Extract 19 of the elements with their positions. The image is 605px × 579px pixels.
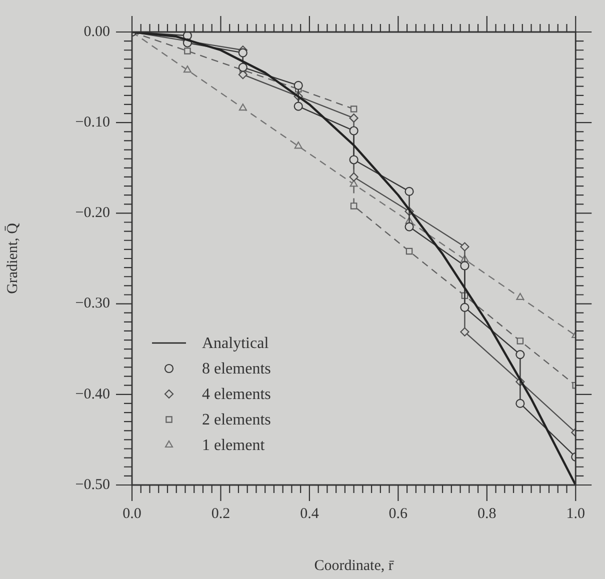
legend-label: 1 element	[202, 437, 266, 454]
y-tick-label: −0.30	[75, 296, 110, 312]
legend-label: 4 elements	[202, 386, 271, 404]
y-tick-label: −0.50	[75, 476, 110, 493]
x-tick-label: 0.2	[211, 506, 230, 522]
y-tick-label: −0.40	[75, 386, 110, 402]
y-axis-title: Gradient, Q̄	[4, 222, 21, 294]
y-tick-label: −0.10	[75, 114, 110, 131]
legend-label: 8 elements	[202, 360, 271, 378]
x-tick-label: 0.4	[300, 506, 320, 522]
x-tick-label: 0.6	[388, 506, 408, 522]
legend-label: Analytical	[202, 335, 270, 352]
y-tick-label: −0.20	[75, 205, 110, 222]
x-tick-label: 0.8	[478, 506, 496, 522]
legend-label: 2 elements	[202, 412, 271, 429]
x-tick-label: 0.0	[122, 506, 142, 522]
y-tick-label: 0.00	[84, 24, 110, 40]
x-axis-title: Coordinate, r̄	[314, 558, 395, 574]
x-tick-label: 1.0	[566, 506, 585, 522]
